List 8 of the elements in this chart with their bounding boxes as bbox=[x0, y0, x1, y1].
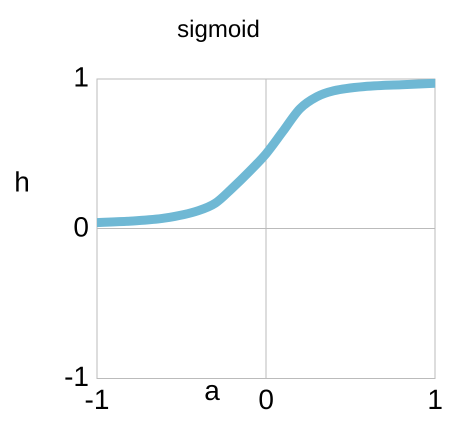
y-tick-label: 0 bbox=[73, 211, 89, 242]
y-axis-title: h bbox=[14, 166, 30, 198]
y-tick-label: -1 bbox=[64, 361, 89, 392]
chart-title: sigmoid bbox=[177, 16, 260, 44]
x-tick-label: 1 bbox=[427, 384, 444, 415]
x-axis-title: a bbox=[204, 375, 220, 406]
y-tick-label: 1 bbox=[73, 62, 89, 93]
x-tick-label: 0 bbox=[258, 384, 274, 415]
